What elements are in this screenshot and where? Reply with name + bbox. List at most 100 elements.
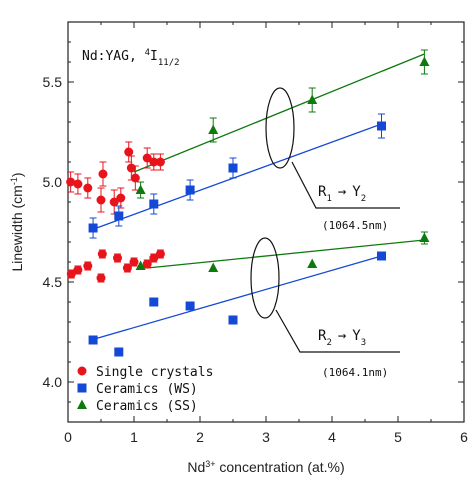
data-point-series-1 — [155, 157, 165, 167]
x-tick-label: 3 — [262, 429, 270, 445]
lower-to-sub: 3 — [361, 338, 366, 348]
level-sub: 11/2 — [158, 58, 180, 68]
fit-lines — [90, 53, 425, 341]
y-axis-title-main: Linewidth (cm — [9, 185, 25, 271]
data-point-series-3 — [135, 184, 146, 194]
x-tick-label: 4 — [328, 429, 336, 445]
data-point-series-2 — [377, 251, 386, 261]
fit-line-1 — [133, 53, 425, 173]
data-point-series-2 — [114, 347, 124, 357]
legend-label-single-crystals: Single crystals — [96, 365, 213, 380]
upper-from-sub: 1 — [326, 194, 331, 204]
data-point-series-1 — [126, 163, 136, 173]
data-point-series-3 — [419, 232, 430, 242]
data-point-series-3 — [419, 56, 430, 66]
y-tick-label: 4.5 — [43, 274, 63, 290]
data-point-series-3 — [307, 94, 318, 104]
data-point-series-1 — [155, 249, 165, 259]
data-point-series-1 — [96, 273, 106, 283]
level-main: I — [150, 49, 158, 64]
y-axis-title: Linewidth (cm-1) — [9, 172, 25, 271]
axis-ticks: 0 1 2 3 4 5 6 4.0 4.5 5.0 5.5 — [43, 21, 468, 445]
data-point-series-1 — [73, 179, 83, 189]
data-point-series-1 — [129, 257, 139, 267]
data-point-series-1 — [113, 253, 122, 263]
lower-to-main: Y — [352, 328, 361, 344]
lower-callout-line — [275, 309, 400, 353]
legend: Single crystals Ceramics (WS) Ceramics (… — [77, 365, 213, 414]
data-point-series-2 — [228, 163, 238, 173]
legend-label-ceramics-ss: Ceramics (SS) — [96, 399, 198, 414]
data-point-series-3 — [208, 262, 219, 272]
y-axis-title-sup: -1 — [9, 177, 19, 185]
upper-ellipse — [265, 87, 295, 169]
data-point-series-3 — [208, 124, 219, 134]
data-point-series-2 — [377, 121, 386, 131]
upper-wavelength: (1064.5nm) — [322, 219, 388, 232]
legend-marker-2 — [77, 383, 87, 393]
data-point-series-1 — [73, 265, 83, 275]
x-axis-title-main: Nd — [187, 459, 205, 475]
data-point-series-1 — [66, 177, 76, 187]
x-axis-title-rest: concentration (at.%) — [216, 459, 345, 475]
lower-from-sub: 2 — [326, 338, 331, 348]
lower-arrow: → — [338, 328, 346, 344]
upper-arrow: → — [338, 184, 346, 200]
y-axis-title-rest: ) — [9, 172, 25, 177]
lower-transition-label: R2 → Y3 — [318, 328, 366, 348]
plot-frame — [67, 21, 465, 423]
data-point-series-2 — [88, 335, 98, 345]
data-point-series-1 — [149, 253, 159, 263]
data-point-series-1 — [142, 153, 152, 163]
data-point-series-2 — [114, 211, 124, 221]
x-axis-title: Nd3+ concentration (at.%) — [187, 459, 344, 475]
level-sup: 4 — [145, 48, 150, 58]
legend-markers — [77, 366, 87, 409]
fit-line-3 — [147, 239, 425, 269]
y-tick-label: 4.0 — [43, 374, 63, 390]
y-tick-label: 5.0 — [43, 174, 63, 190]
data-point-series-1 — [83, 183, 93, 193]
lower-wavelength: (1064.1nm) — [322, 366, 388, 379]
material-annotation: Nd:YAG, 4I11/2 — [82, 48, 180, 68]
x-axis-title-sup: 3+ — [205, 459, 215, 469]
data-point-series-1 — [66, 269, 76, 279]
legend-marker-3 — [77, 399, 87, 409]
legend-label-ceramics-ws: Ceramics (WS) — [96, 382, 198, 397]
data-point-series-1 — [130, 173, 140, 183]
data-point-series-2 — [185, 185, 195, 195]
data-point-series-1 — [96, 195, 106, 205]
fit-line-2 — [90, 123, 382, 231]
x-tick-label: 0 — [64, 429, 72, 445]
upper-to-sub: 2 — [361, 194, 366, 204]
data-point-series-1 — [142, 259, 152, 269]
data-point-series-1 — [98, 169, 108, 179]
upper-callout-line — [291, 161, 400, 209]
data-markers — [66, 49, 430, 357]
fit-line-4 — [90, 255, 382, 341]
x-tick-label: 6 — [460, 429, 468, 445]
legend-marker-1 — [77, 366, 87, 376]
data-point-series-1 — [149, 157, 159, 167]
upper-to-main: Y — [352, 184, 361, 200]
data-point-series-2 — [88, 223, 98, 233]
data-point-series-2 — [228, 315, 238, 325]
upper-transition-label: R1 → Y2 — [318, 184, 366, 204]
lower-from-main: R — [318, 328, 327, 344]
data-point-series-1 — [109, 197, 119, 207]
data-point-series-2 — [185, 301, 195, 311]
x-tick-label: 1 — [130, 429, 138, 445]
lower-ellipse — [250, 237, 280, 319]
x-tick-label: 5 — [394, 429, 402, 445]
data-point-series-1 — [116, 193, 126, 203]
upper-from-main: R — [318, 184, 327, 200]
data-point-series-1 — [83, 261, 93, 271]
material-label: Nd:YAG, — [82, 49, 145, 64]
data-point-series-2 — [149, 199, 159, 209]
data-point-series-3 — [135, 260, 146, 270]
data-point-series-1 — [97, 249, 107, 259]
data-point-series-3 — [307, 258, 318, 268]
y-tick-label: 5.5 — [43, 74, 63, 90]
data-point-series-1 — [122, 263, 132, 273]
